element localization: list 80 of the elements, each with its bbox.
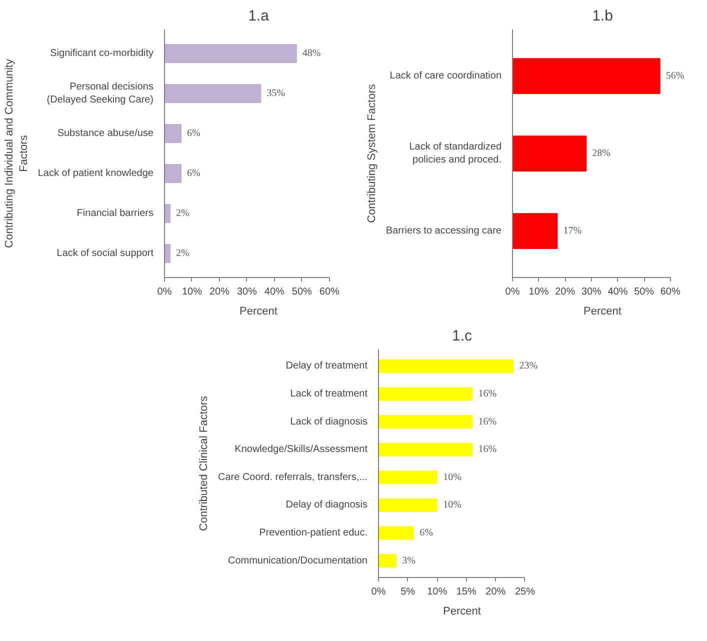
x-tick-label: 0% — [157, 286, 172, 298]
chart-title: 1.c — [452, 328, 473, 344]
y-tick-label: Financial barriers — [76, 208, 154, 219]
y-tick-label: Lack of diagnosis — [290, 416, 368, 428]
y-tick-label: Knowledge/Skills/Assessment — [234, 444, 368, 456]
bar — [378, 498, 438, 512]
y-tick-label: Lack of social support — [56, 248, 154, 259]
bar — [164, 204, 170, 223]
bar — [512, 58, 660, 94]
data-label: 17% — [563, 226, 582, 236]
bar — [378, 359, 514, 373]
y-tick-label: Lack of patient knowledge — [38, 168, 154, 179]
data-label: 6% — [186, 168, 200, 179]
bar — [378, 526, 414, 540]
data-label: 35% — [266, 88, 286, 99]
x-tick-label: 25% — [514, 586, 536, 598]
y-tick-label: Significant co-morbidity — [50, 48, 154, 59]
y-tick-label: Personal decisions (Delayed Seeking Care) — [46, 81, 154, 106]
y-tick-label: Lack of care coordination — [390, 70, 502, 82]
y-axis-title: Contributing Individual and Community Factors — [3, 58, 30, 248]
x-tick-label: 20% — [555, 286, 576, 298]
x-tick-label: 20% — [209, 286, 230, 298]
x-tick-label: 60% — [319, 286, 340, 298]
bar — [378, 415, 473, 429]
data-label: 16% — [478, 444, 497, 456]
data-label: 10% — [443, 500, 462, 511]
x-tick-label: 0% — [371, 586, 386, 598]
x-tick-label: 5% — [400, 586, 416, 598]
data-label: 6% — [186, 128, 200, 139]
data-label: 2% — [176, 248, 190, 259]
data-label: 16% — [478, 388, 497, 400]
data-label: 56% — [666, 70, 684, 82]
x-tick-label: 40% — [264, 286, 285, 298]
bar — [378, 387, 473, 401]
data-label: 3% — [402, 555, 416, 566]
bar — [378, 470, 438, 484]
bar — [512, 136, 587, 172]
data-label: 16% — [478, 416, 497, 428]
x-tick-label: 20% — [486, 586, 506, 598]
bar — [164, 164, 182, 183]
chart-title: 1.b — [592, 8, 613, 24]
data-label: 28% — [592, 148, 611, 159]
y-tick-label: Care Coord. referrals, transfers,... — [218, 472, 368, 483]
chart-title: 1.a — [248, 8, 270, 24]
y-axis-title: Contributed Clinical Factors — [198, 395, 210, 532]
x-tick-label: 50% — [634, 286, 654, 298]
x-tick-label: 10% — [182, 286, 202, 298]
x-tick-label: 60% — [660, 286, 681, 298]
x-tick-label: 0% — [505, 286, 520, 298]
y-tick-label: Communication/Documentation — [228, 555, 368, 566]
x-axis-title: Percent — [584, 306, 622, 318]
y-tick-label: Lack of standardized policies and proced. — [409, 141, 502, 166]
y-tick-label: Delay of treatment — [286, 360, 368, 372]
x-axis-title: Percent — [240, 306, 278, 318]
data-label: 10% — [443, 472, 462, 483]
bar — [378, 442, 473, 456]
bar — [164, 44, 297, 63]
data-label: 6% — [420, 528, 433, 539]
bar — [378, 554, 397, 568]
bar — [164, 84, 262, 103]
y-tick-label: Lack of treatment — [290, 388, 368, 400]
x-tick-label: 50% — [292, 286, 312, 298]
x-tick-label: 10% — [528, 286, 549, 298]
x-tick-label: 30% — [581, 286, 602, 298]
data-label: 48% — [302, 48, 321, 59]
data-label: 2% — [176, 208, 190, 219]
bar — [512, 213, 558, 249]
y-axis-title: Contributing System Factors — [366, 84, 378, 223]
x-tick-label: 30% — [236, 286, 258, 298]
data-label: 23% — [519, 360, 538, 372]
y-tick-label: Delay of diagnosis — [286, 500, 368, 511]
x-axis-title: Percent — [443, 606, 481, 618]
y-tick-label: Prevention-patient educ. — [259, 528, 368, 539]
y-tick-label: Substance abuse/use — [57, 128, 154, 139]
x-tick-label: 40% — [608, 286, 628, 298]
bar — [164, 244, 170, 263]
y-tick-label: Barriers to accessing care — [386, 226, 502, 236]
x-tick-label: 10% — [427, 586, 448, 598]
bar — [164, 124, 182, 143]
x-tick-label: 15% — [456, 586, 477, 598]
